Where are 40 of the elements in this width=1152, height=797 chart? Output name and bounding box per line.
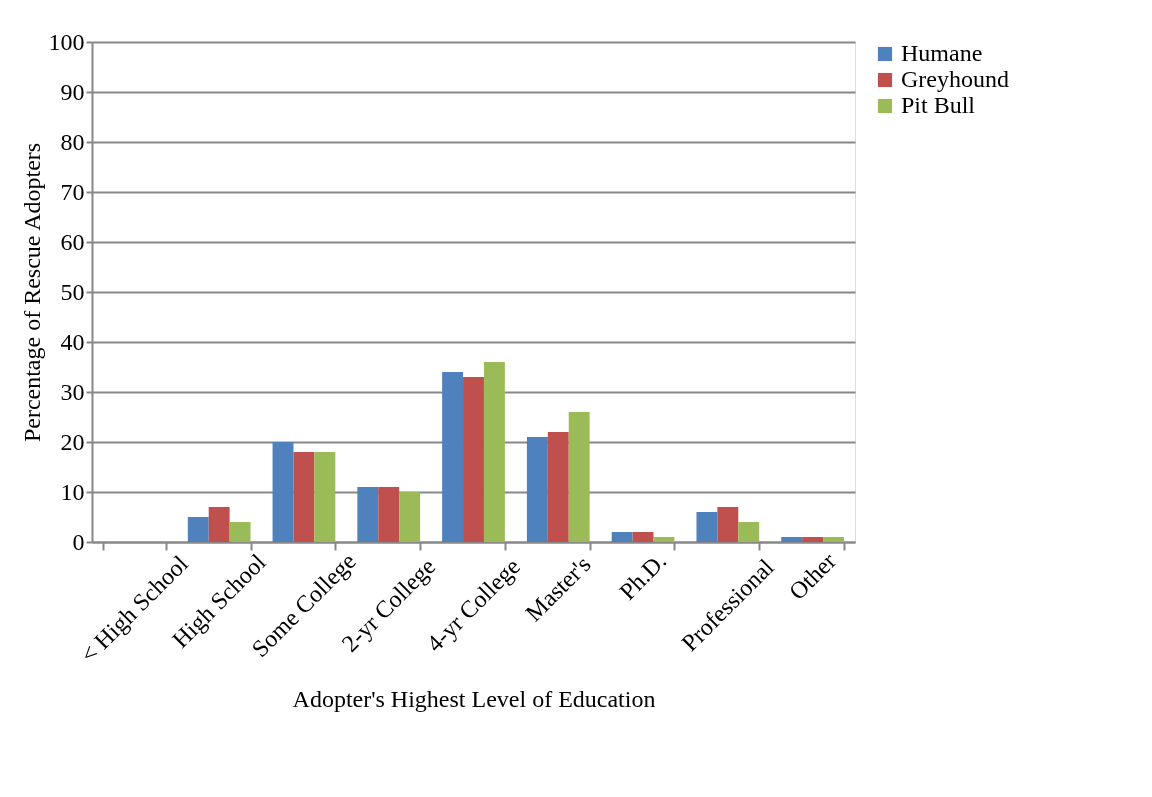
bar [399, 492, 421, 542]
legend-label: Pit Bull [901, 92, 976, 118]
y-tick-label: 0 [72, 528, 85, 555]
y-tick-label: 90 [60, 78, 85, 105]
bar [526, 437, 548, 542]
y-tick-label: 10 [60, 478, 85, 505]
bar [378, 487, 400, 542]
bar [653, 537, 675, 542]
x-axis-title: Adopter's Highest Level of Education [292, 685, 656, 712]
bar [611, 532, 633, 542]
bar [696, 512, 718, 542]
bar [229, 522, 251, 542]
bar [802, 537, 824, 542]
bar [738, 522, 760, 542]
y-tick-label: 80 [60, 128, 85, 155]
bar [187, 517, 209, 542]
bar [823, 537, 844, 542]
legend-label: Humane [901, 40, 983, 66]
bar [442, 372, 464, 542]
bar [568, 412, 590, 542]
bar [781, 537, 803, 542]
bar [463, 377, 484, 542]
y-tick-label: 40 [60, 328, 85, 355]
y-tick-label: 50 [60, 278, 85, 305]
bar [314, 452, 336, 542]
bar [208, 507, 230, 542]
bar [357, 487, 379, 542]
bar [547, 432, 569, 542]
y-axis-title: Percentage of Rescue Adopters [18, 142, 45, 443]
y-tick-label: 60 [60, 228, 85, 255]
y-tick-label: 30 [60, 378, 85, 405]
y-tick-label: 20 [60, 428, 85, 455]
bar [272, 442, 294, 542]
y-tick-label: 70 [60, 178, 85, 205]
bar [717, 507, 739, 542]
bar [293, 452, 315, 542]
bar [632, 532, 654, 542]
legend-label: Greyhound [901, 66, 1009, 92]
bar [483, 362, 505, 542]
y-tick-label: 100 [48, 28, 85, 55]
